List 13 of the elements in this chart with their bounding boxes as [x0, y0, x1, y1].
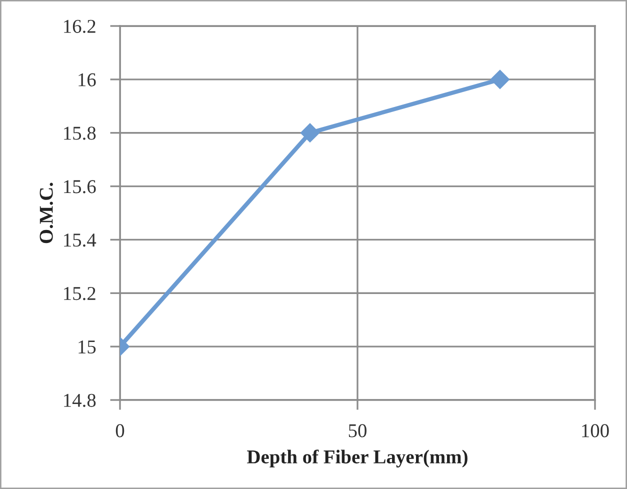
y-tick-label: 16 [78, 73, 96, 86]
y-tick-label: 15.6 [64, 180, 96, 194]
y-tick-label: 15 [78, 340, 96, 354]
x-axis-title: Depth of Fiber Layer(mm) [247, 450, 468, 468]
y-axis-title: O.M.C. [40, 182, 53, 244]
x-tick-label: 50 [348, 424, 366, 438]
x-tick-label: 0 [116, 424, 124, 438]
y-tick-label: 14.8 [64, 394, 96, 408]
x-tick-label: 100 [582, 424, 609, 438]
y-tick-label: 16.2 [64, 20, 96, 34]
y-tick-label: 15.8 [64, 126, 96, 140]
y-tick-label: 15.2 [64, 287, 96, 300]
y-tick-label: 15.4 [64, 234, 96, 247]
